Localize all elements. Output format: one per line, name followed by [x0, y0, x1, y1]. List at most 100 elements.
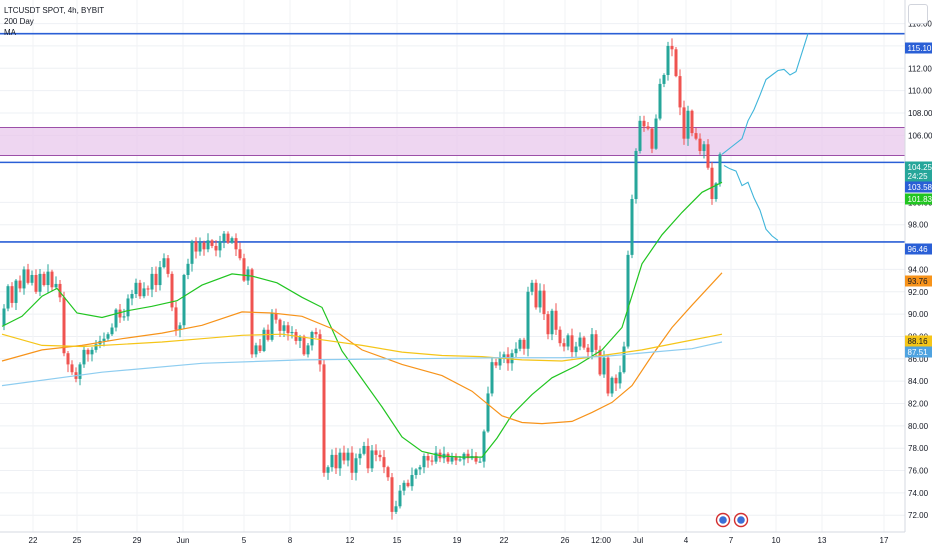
moving-average-line[interactable] [2, 182, 722, 457]
candle-down [455, 457, 458, 460]
candle-down [559, 330, 562, 343]
chart-settings-button[interactable] [908, 4, 928, 24]
time-tick-label: 13 [818, 536, 827, 545]
indicator-200-day[interactable]: 200 Day [4, 16, 104, 27]
time-tick-label: 10 [772, 536, 781, 545]
candle-up [39, 274, 42, 292]
candle-down [43, 274, 46, 285]
candle-up [111, 328, 114, 335]
symbol-title[interactable]: LTCUSDT SPOT, 4h, BYBIT [4, 5, 104, 16]
indicator-ma[interactable]: MA [4, 27, 104, 38]
price-tick-label: 92.00 [908, 288, 929, 297]
candle-down [351, 453, 354, 473]
time-tick-label: 5 [242, 536, 247, 545]
candle-up [611, 378, 614, 394]
candle-down [651, 129, 654, 149]
candle-down [315, 332, 318, 334]
candle-down [683, 107, 686, 138]
time-tick-label: 8 [288, 536, 293, 545]
candle-down [27, 269, 30, 282]
candle-down [431, 460, 434, 461]
price-tick-label: 112.00 [908, 64, 932, 73]
candle-down [243, 258, 246, 280]
price-tick-label: 78.00 [908, 444, 929, 453]
candle-up [519, 340, 522, 349]
candle-up [23, 269, 26, 288]
price-tick-label: 108.00 [908, 109, 932, 118]
candle-up [339, 453, 342, 469]
candle-up [703, 144, 706, 151]
candle-up [527, 292, 530, 349]
candle-up [91, 350, 94, 354]
moving-average-line[interactable] [2, 273, 722, 424]
candle-down [155, 274, 158, 285]
candle-up [451, 457, 454, 461]
candle-down [375, 450, 378, 454]
candle-down [707, 144, 710, 167]
price-badge-label: 87.51 [908, 348, 929, 357]
candle-down [343, 453, 346, 461]
price-badge-label: 24:25 [908, 172, 929, 181]
price-tick-label: 76.00 [908, 467, 929, 476]
candle-down [167, 258, 170, 274]
candle-down [607, 358, 610, 394]
candle-up [15, 281, 18, 303]
projection-path[interactable] [724, 166, 778, 241]
candle-down [571, 335, 574, 352]
candle-up [219, 241, 222, 250]
event-marker-flag [719, 516, 727, 524]
candle-down [303, 336, 306, 354]
candle-up [663, 75, 666, 84]
candle-up [191, 241, 194, 263]
candle-up [231, 238, 234, 242]
candle-up [103, 339, 106, 341]
candle-up [499, 358, 502, 366]
candle-up [667, 46, 670, 75]
resistance-zone[interactable] [0, 128, 905, 156]
candle-up [719, 154, 722, 183]
candle-down [19, 281, 22, 289]
candle-up [327, 467, 330, 473]
candle-up [687, 111, 690, 139]
candle-up [123, 316, 126, 317]
candle-down [195, 241, 198, 251]
candle-up [635, 151, 638, 199]
candle-down [35, 275, 38, 292]
candle-down [379, 455, 382, 457]
candle-down [211, 240, 214, 246]
candle-up [619, 372, 622, 383]
price-tick-label: 94.00 [908, 265, 929, 274]
candle-up [127, 298, 130, 316]
candle-up [395, 506, 398, 512]
candle-up [579, 338, 582, 347]
moving-average-line[interactable] [2, 334, 722, 361]
price-tick-label: 106.00 [908, 131, 932, 140]
candle-up [639, 121, 642, 151]
candle-down [367, 446, 370, 468]
candle-down [615, 378, 618, 384]
candle-up [591, 334, 594, 352]
candle-up [363, 446, 366, 454]
candle-up [575, 347, 578, 353]
time-tick-label: 4 [684, 536, 689, 545]
candle-down [543, 291, 546, 314]
candle-down [675, 49, 678, 76]
time-tick-label: 12 [346, 536, 355, 545]
time-tick-label: 17 [880, 536, 889, 545]
candle-down [391, 477, 394, 512]
candle-up [483, 431, 486, 461]
candle-down [699, 139, 702, 151]
candle-up [491, 362, 494, 393]
candle-up [399, 491, 402, 507]
candle-down [287, 325, 290, 333]
candle-up [623, 347, 626, 373]
candle-down [671, 46, 674, 49]
price-badge-label: 103.58 [908, 183, 932, 192]
candle-up [531, 283, 534, 292]
candle-up [627, 255, 630, 347]
price-tick-label: 74.00 [908, 489, 929, 498]
price-tick-label: 82.00 [908, 400, 929, 409]
candle-up [163, 258, 166, 267]
